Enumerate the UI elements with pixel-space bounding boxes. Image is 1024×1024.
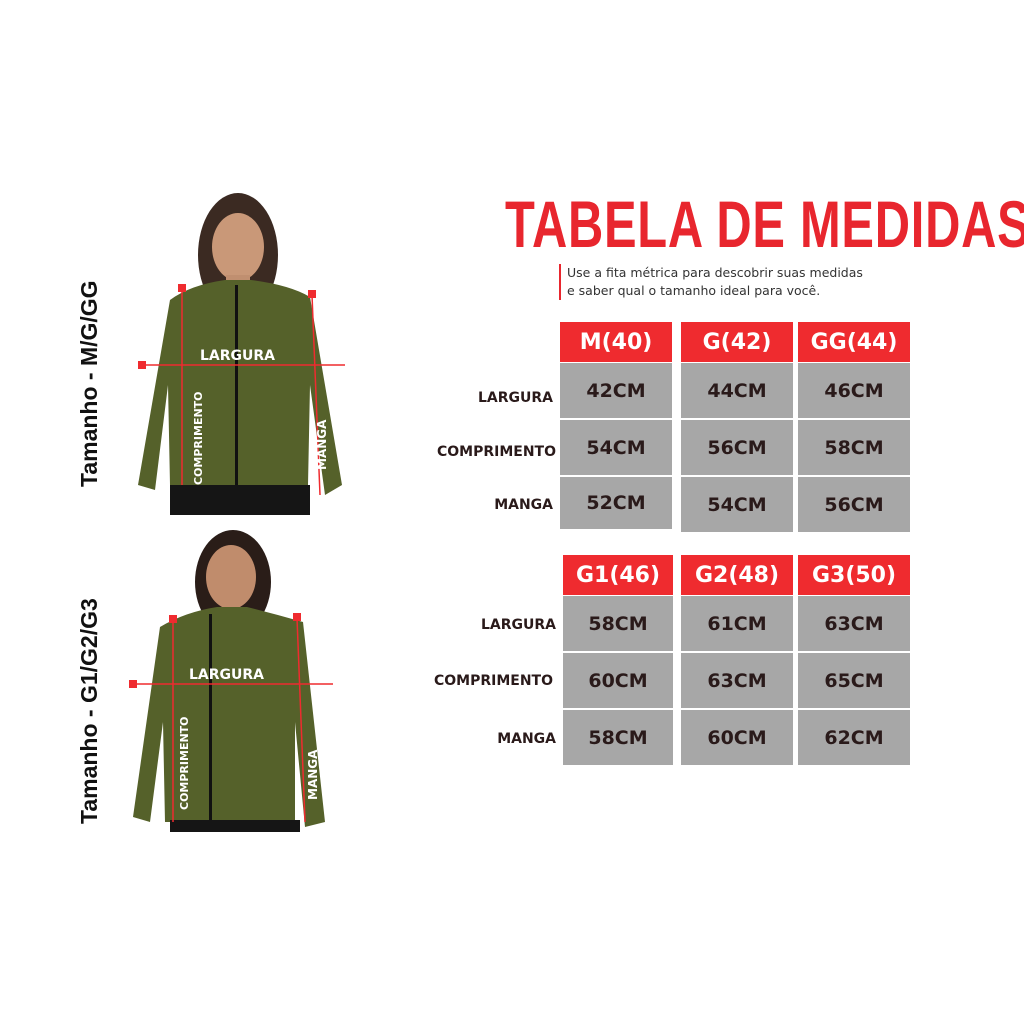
subtitle-line-2: e saber qual o tamanho ideal para você. xyxy=(567,283,821,298)
table-cell: 54CM xyxy=(681,477,793,532)
largura-label: LARGURA xyxy=(189,667,264,683)
row-label: COMPRIMENTO xyxy=(436,444,556,460)
table-cell: 46CM xyxy=(798,363,910,418)
row-label: MANGA xyxy=(494,497,553,513)
size-header: M(40) xyxy=(560,322,672,362)
table-cell: 60CM xyxy=(563,653,673,708)
manga-label: MANGA xyxy=(315,419,329,470)
size-header: G3(50) xyxy=(798,555,910,595)
table-cell: 56CM xyxy=(798,477,910,532)
size-header: GG(44) xyxy=(798,322,910,362)
table-cell: 58CM xyxy=(563,710,673,765)
row-label: MANGA xyxy=(497,731,556,747)
manga-label: MANGA xyxy=(306,749,320,800)
subtitle-line-1: Use a fita métrica para descobrir suas m… xyxy=(567,265,863,280)
row-label: COMPRIMENTO xyxy=(433,673,553,689)
comprimento-label: COMPRIMENTO xyxy=(192,391,205,485)
table-cell: 42CM xyxy=(560,363,672,418)
table-cell: 63CM xyxy=(798,596,910,651)
model-photo-1: LARGURA COMPRIMENTO MANGA xyxy=(138,193,345,515)
table-cell: 58CM xyxy=(563,596,673,651)
size-header: G1(46) xyxy=(563,555,673,595)
table-cell: 56CM xyxy=(681,420,793,475)
size-range-label-1: Tamanho - M/G/GG xyxy=(76,280,102,487)
table-cell: 44CM xyxy=(681,363,793,418)
size-range-label-2: Tamanho - G1/G2/G3 xyxy=(76,598,102,824)
size-header: G(42) xyxy=(681,322,793,362)
table-cell: 52CM xyxy=(560,477,672,529)
largura-label: LARGURA xyxy=(200,348,275,364)
page-title: TABELA DE MEDIDAS xyxy=(505,187,1024,261)
table-cell: 65CM xyxy=(798,653,910,708)
table-cell: 60CM xyxy=(681,710,793,765)
table-cell: 63CM xyxy=(681,653,793,708)
table-cell: 54CM xyxy=(560,420,672,475)
row-label: LARGURA xyxy=(480,617,556,633)
model-photo-2: LARGURA COMPRIMENTO MANGA xyxy=(129,530,333,832)
row-label: LARGURA xyxy=(477,390,553,406)
subtitle: Use a fita métrica para descobrir suas m… xyxy=(559,264,863,300)
size-header: G2(48) xyxy=(681,555,793,595)
table-cell: 61CM xyxy=(681,596,793,651)
table-cell: 58CM xyxy=(798,420,910,475)
table-cell: 62CM xyxy=(798,710,910,765)
comprimento-label: COMPRIMENTO xyxy=(178,716,191,810)
